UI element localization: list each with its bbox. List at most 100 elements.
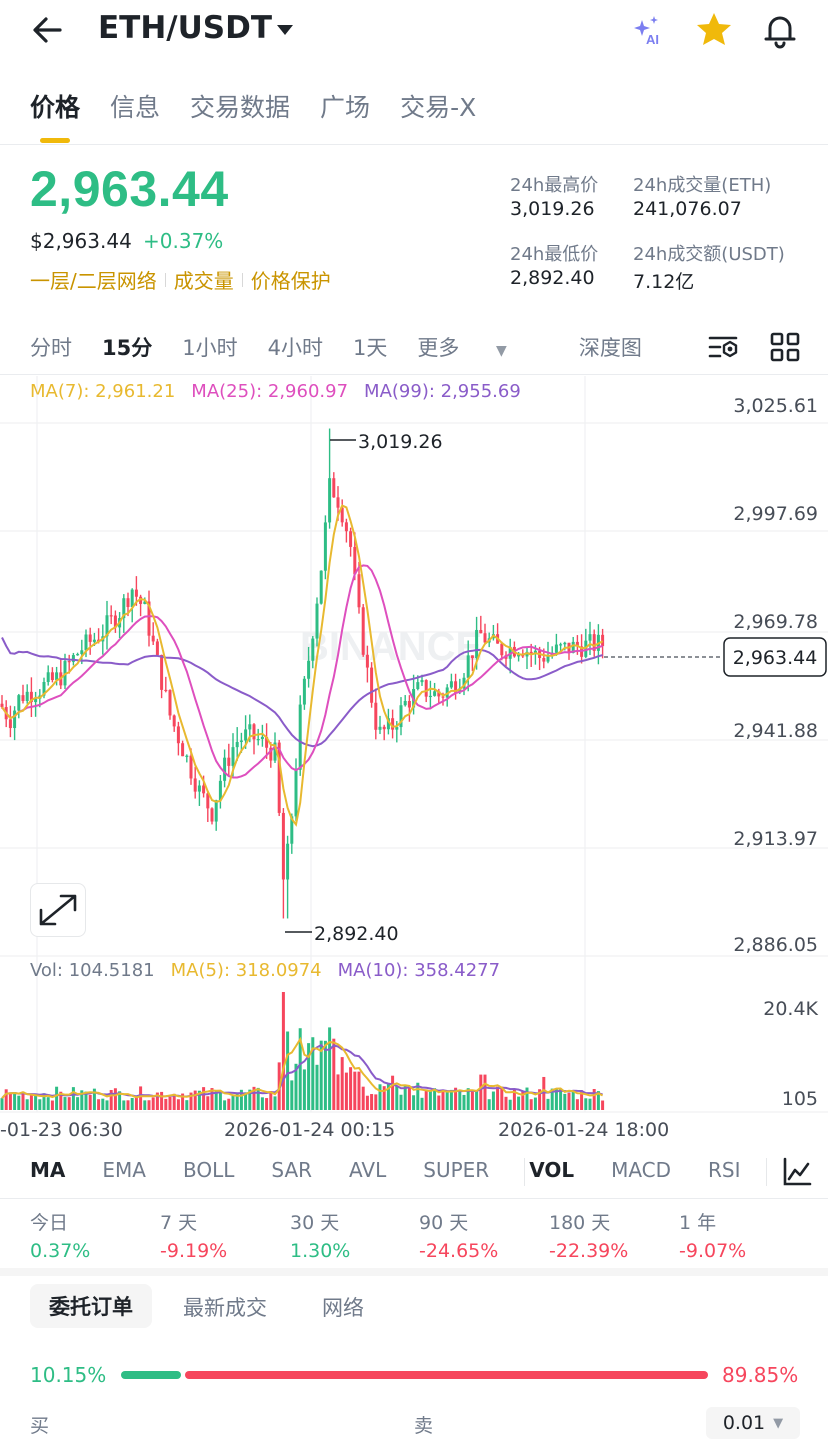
tab-order-book[interactable]: 委托订单 xyxy=(30,1284,152,1328)
precision-value: 0.01 xyxy=(722,1412,766,1434)
interval-1d[interactable]: 1天 xyxy=(352,336,388,360)
candle-body xyxy=(559,644,563,646)
interval-time[interactable]: 分时 xyxy=(30,336,72,360)
pair-title[interactable]: ETH/USDT xyxy=(98,10,272,46)
x-tick: -01-23 06:30 xyxy=(0,1119,123,1141)
candle-body xyxy=(286,843,290,880)
last-price-tag xyxy=(723,637,827,677)
indicator-settings-icon[interactable] xyxy=(780,1155,814,1189)
indicator-vol[interactable]: VOL xyxy=(529,1158,575,1182)
bell-icon[interactable] xyxy=(760,10,800,50)
back-arrow-icon[interactable] xyxy=(28,12,68,48)
volume-bar xyxy=(546,1098,550,1110)
volume-bar xyxy=(529,1099,533,1110)
candle-body xyxy=(92,639,96,642)
volume-bar xyxy=(92,1088,96,1110)
candle-body xyxy=(307,660,311,679)
volume-bar xyxy=(416,1082,420,1110)
ai-sparkle-icon[interactable]: AI xyxy=(630,12,670,48)
tab-recent-trades[interactable]: 最新成交 xyxy=(183,1296,267,1320)
volume-bar xyxy=(248,1089,252,1110)
candle-body xyxy=(273,742,277,761)
volume-bar xyxy=(38,1099,42,1110)
candle-body xyxy=(332,478,336,498)
perf-label: 180 天 xyxy=(549,1212,611,1234)
volume-bar xyxy=(361,1086,365,1110)
candle-body xyxy=(168,690,172,716)
candle-body xyxy=(202,785,206,794)
precision-select[interactable]: 0.01 ▼ xyxy=(706,1407,800,1439)
interval-more[interactable]: 更多 ▼ xyxy=(417,332,536,362)
indicator-rsi[interactable]: RSI xyxy=(708,1158,741,1182)
indicator-macd[interactable]: MACD xyxy=(611,1158,672,1182)
volume-bar xyxy=(256,1087,260,1110)
volume-bar xyxy=(323,1040,327,1110)
candle-body xyxy=(500,643,504,656)
candle-body xyxy=(214,800,218,822)
candlestick-chart[interactable]: BINANCE 3,025.61 2,997.69 2,969.78 2,941… xyxy=(0,376,828,1146)
favorite-star-icon[interactable] xyxy=(694,10,734,50)
layout-grid-icon[interactable] xyxy=(768,330,802,364)
volume-bar xyxy=(592,1088,596,1110)
candle-body xyxy=(88,634,92,642)
volume-bar xyxy=(328,1027,332,1110)
candle-body xyxy=(441,696,445,698)
candle-body xyxy=(554,644,558,653)
depth-chart-tab[interactable]: 深度图 xyxy=(578,336,642,360)
volume-bar xyxy=(374,1094,378,1110)
indicator-boll[interactable]: BOLL xyxy=(182,1158,235,1182)
candle-body xyxy=(34,698,38,703)
volume-bar xyxy=(462,1094,466,1110)
tab-trade-x[interactable]: 交易-X xyxy=(400,93,477,122)
chart-settings-icon[interactable] xyxy=(706,330,742,364)
fullscreen-expand-icon[interactable] xyxy=(30,883,86,937)
volume-bar xyxy=(8,1092,12,1110)
tab-info[interactable]: 信息 xyxy=(110,93,161,122)
volume-bar xyxy=(332,1038,336,1110)
vol-ma5-value: MA(5): 318.0974 xyxy=(170,960,322,981)
volume-bar xyxy=(126,1100,130,1110)
y-tick: 2,886.05 xyxy=(733,934,818,956)
candle-body xyxy=(428,695,432,698)
tab-trading-data[interactable]: 交易数据 xyxy=(190,93,291,122)
tab-price[interactable]: 价格 xyxy=(30,93,81,122)
usd-price: $2,963.44 xyxy=(30,229,132,253)
indicator-ma[interactable]: MA xyxy=(30,1158,66,1182)
ma-legend: MA(7): 2,961.21 MA(25): 2,960.97 MA(99):… xyxy=(30,381,521,402)
candle-body xyxy=(17,695,21,711)
stat-vol-usdt-value: 7.12亿 xyxy=(633,271,695,293)
indicator-sar[interactable]: SAR xyxy=(271,1158,313,1182)
vol-ma10-line xyxy=(1,1043,603,1099)
volume-bar xyxy=(227,1098,231,1110)
y-tick: 3,025.61 xyxy=(733,395,818,417)
tag-network[interactable]: 一层/二层网络 xyxy=(30,269,157,293)
volume-bar xyxy=(218,1090,222,1110)
volume-bar xyxy=(147,1100,151,1110)
tag-price-protection[interactable]: 价格保护 xyxy=(250,269,331,293)
candle-body xyxy=(407,700,411,708)
ask-column-header: 卖 xyxy=(414,1415,434,1437)
caret-down-icon: ▼ xyxy=(773,1415,784,1431)
volume-bar xyxy=(46,1097,50,1110)
candle-body xyxy=(357,574,361,608)
indicator-ema[interactable]: EMA xyxy=(102,1158,146,1182)
candle-body xyxy=(105,615,109,637)
volume-bar xyxy=(454,1087,458,1110)
indicator-avl[interactable]: AVL xyxy=(349,1158,387,1182)
interval-15m[interactable]: 15分 xyxy=(102,336,153,360)
caret-down-icon[interactable] xyxy=(276,18,294,42)
indicator-super[interactable]: SUPER xyxy=(423,1158,490,1182)
candle-body xyxy=(420,680,424,683)
tab-square[interactable]: 广场 xyxy=(320,93,371,122)
interval-1h[interactable]: 1小时 xyxy=(182,336,238,360)
volume-bar xyxy=(554,1089,558,1110)
volume-bars xyxy=(0,992,605,1110)
candle-body xyxy=(21,695,25,701)
volume-bar xyxy=(491,1091,495,1110)
candle-body xyxy=(433,691,437,696)
stat-vol-eth-value: 241,076.07 xyxy=(633,198,742,220)
tab-grid[interactable]: 网络 xyxy=(322,1296,364,1320)
volume-bar xyxy=(269,1091,273,1110)
tag-volume[interactable]: 成交量 xyxy=(173,269,234,293)
interval-4h[interactable]: 4小时 xyxy=(267,336,323,360)
